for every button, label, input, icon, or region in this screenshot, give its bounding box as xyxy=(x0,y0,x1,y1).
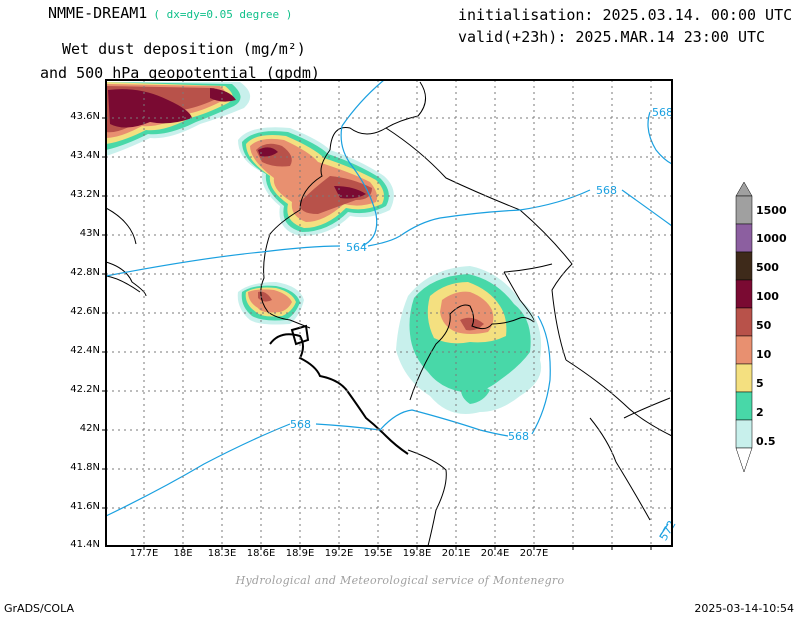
lat-label: 41.8N xyxy=(70,462,100,473)
colorbar-label: 1000 xyxy=(756,232,787,245)
colorbar-bottom-arrow xyxy=(735,447,753,473)
dust-deposition-field xyxy=(106,82,542,414)
colorbar-label: 500 xyxy=(756,261,779,274)
initialisation-time: initialisation: 2025.03.14. 00:00 UTC xyxy=(458,6,793,24)
lon-label: 18.9E xyxy=(285,548,315,559)
colorbar-label: 10 xyxy=(756,348,772,361)
lon-label: 20.1E xyxy=(441,548,471,559)
lon-label: 19.2E xyxy=(324,548,354,559)
colorbar-label: 2 xyxy=(756,406,764,419)
contour-label: 568 xyxy=(652,106,673,119)
lon-label: 20.4E xyxy=(480,548,510,559)
lat-label: 42.8N xyxy=(70,267,100,278)
lat-label: 43.4N xyxy=(70,150,100,161)
contour-label: 572 xyxy=(657,518,679,543)
contour-label: 568 xyxy=(290,418,311,431)
title-line-2: and 500 hPa geopotential (gpdm) xyxy=(40,64,320,82)
lat-label: 43.2N xyxy=(70,189,100,200)
geopotential-contours xyxy=(105,79,673,537)
lon-label: 17.7E xyxy=(129,548,159,559)
colorbar-label: 0.5 xyxy=(756,435,776,448)
colorbar-label: 50 xyxy=(756,319,772,332)
lat-label: 43.6N xyxy=(70,111,100,122)
contour-label: 568 xyxy=(508,430,529,443)
country-borders xyxy=(105,81,673,547)
colorbar-bin-5 xyxy=(735,363,753,393)
colorbar-top-arrow xyxy=(735,181,753,197)
colorbar-bin-10 xyxy=(735,335,753,365)
colorbar-bin-100 xyxy=(735,279,753,309)
lat-label: 42.6N xyxy=(70,306,100,317)
lat-label: 41.6N xyxy=(70,501,100,512)
colorbar-bin-50 xyxy=(735,307,753,337)
colorbar-bin-1500 xyxy=(735,195,753,225)
contour-label: 568 xyxy=(596,184,617,197)
axis-ticks xyxy=(102,117,652,550)
lon-label: 18.6E xyxy=(246,548,276,559)
coastline xyxy=(269,333,409,455)
title-line-1: Wet dust deposition (mg/m²) xyxy=(62,40,306,58)
valid-time: valid(+23h): 2025.MAR.14 23:00 UTC xyxy=(458,28,766,46)
colorbar-label: 100 xyxy=(756,290,779,303)
credit-text: Hydrological and Meteorological service … xyxy=(235,574,565,587)
lat-label: 41.4N xyxy=(70,539,100,550)
lon-label: 19.8E xyxy=(402,548,432,559)
colorbar-label: 1500 xyxy=(756,204,787,217)
contour-label: 564 xyxy=(346,241,367,254)
lon-label: 18.3E xyxy=(207,548,237,559)
lon-label: 19.5E xyxy=(363,548,393,559)
colorbar xyxy=(735,181,753,473)
gridlines xyxy=(106,80,672,546)
timestamp-label: 2025-03-14-10:54 xyxy=(694,602,794,615)
colorbar-bin-1000 xyxy=(735,223,753,253)
model-label: NMME-DREAM1 xyxy=(48,4,148,22)
colorbar-bin-0.5 xyxy=(735,419,753,449)
colorbar-bin-500 xyxy=(735,251,753,281)
lat-label: 42N xyxy=(79,423,100,434)
lon-label: 20.7E xyxy=(519,548,549,559)
lat-label: 42.4N xyxy=(70,345,100,356)
lat-label: 42.2N xyxy=(70,384,100,395)
model-name: NMME-DREAM1 ( dx=dy=0.05 degree ) xyxy=(48,4,292,22)
colorbar-label: 5 xyxy=(756,377,764,390)
resolution-label: ( dx=dy=0.05 degree ) xyxy=(153,8,293,21)
lat-label: 43N xyxy=(79,228,100,239)
colorbar-bin-2 xyxy=(735,391,753,421)
lon-label: 18E xyxy=(173,548,193,559)
coastline-island xyxy=(290,324,310,346)
software-label: GrADS/COLA xyxy=(4,602,74,615)
